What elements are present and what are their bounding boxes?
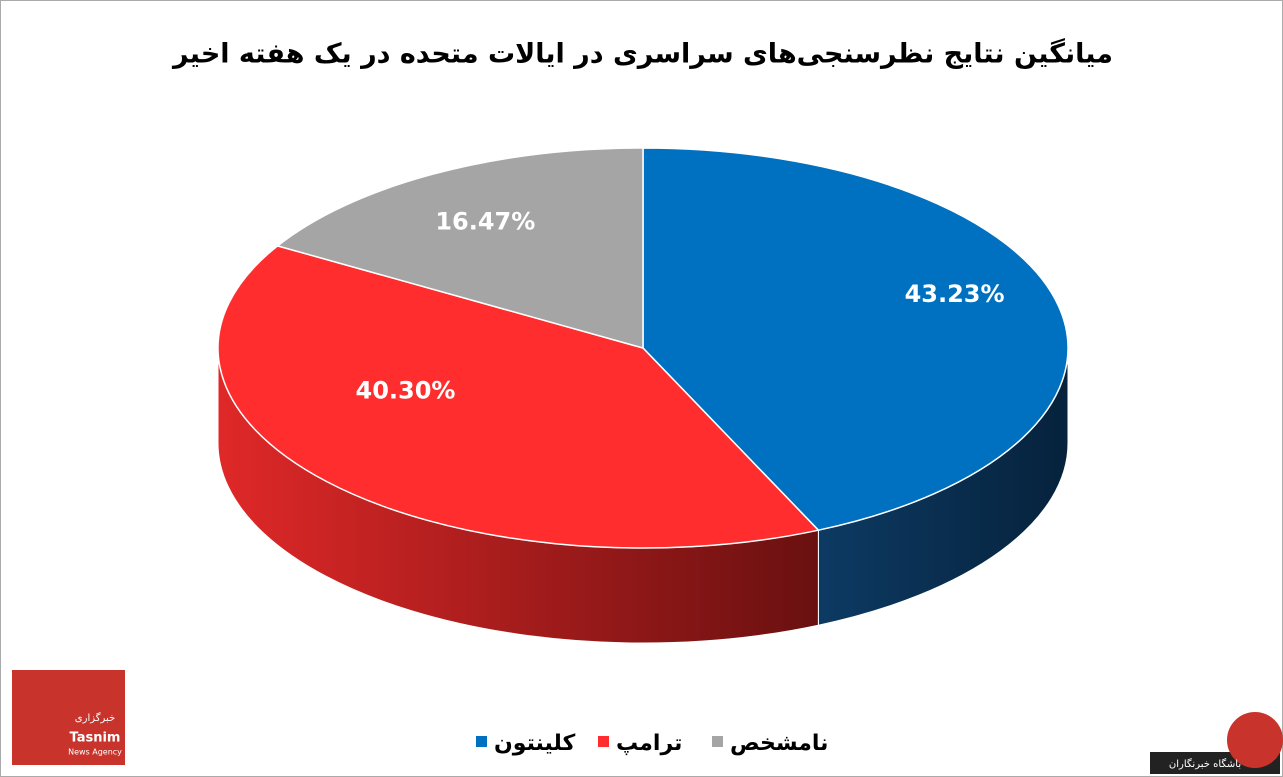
logo: خبرگزاری Tasnim News Agency	[12, 670, 125, 765]
corner-logo: باشگاه خبرنگاران	[1150, 712, 1283, 774]
pie-slice	[642, 147, 1069, 531]
legend-label: نامشخص	[730, 731, 828, 756]
data-label: 43.23%	[905, 280, 1005, 308]
legend-label: کلینتون	[494, 731, 575, 756]
logo-box	[12, 670, 125, 765]
logo-text: خبرگزاری	[75, 712, 115, 724]
chart-title: میانگین نتایج نظرسنجی‌های سراسری در ایال…	[171, 38, 1113, 70]
pie-slice	[217, 245, 820, 549]
legend-swatch	[712, 736, 723, 747]
legend-swatch	[476, 736, 487, 747]
logo-text: Tasnim	[70, 731, 121, 746]
legend-label: ترامپ	[616, 731, 682, 756]
corner-circle	[1227, 712, 1283, 768]
corner-text: باشگاه خبرنگاران	[1169, 758, 1241, 770]
pie-slice	[275, 147, 644, 349]
data-label: 16.47%	[435, 207, 535, 235]
legend-swatch	[598, 736, 609, 747]
logo-text: News Agency	[68, 748, 122, 757]
data-label: 40.30%	[356, 376, 456, 404]
